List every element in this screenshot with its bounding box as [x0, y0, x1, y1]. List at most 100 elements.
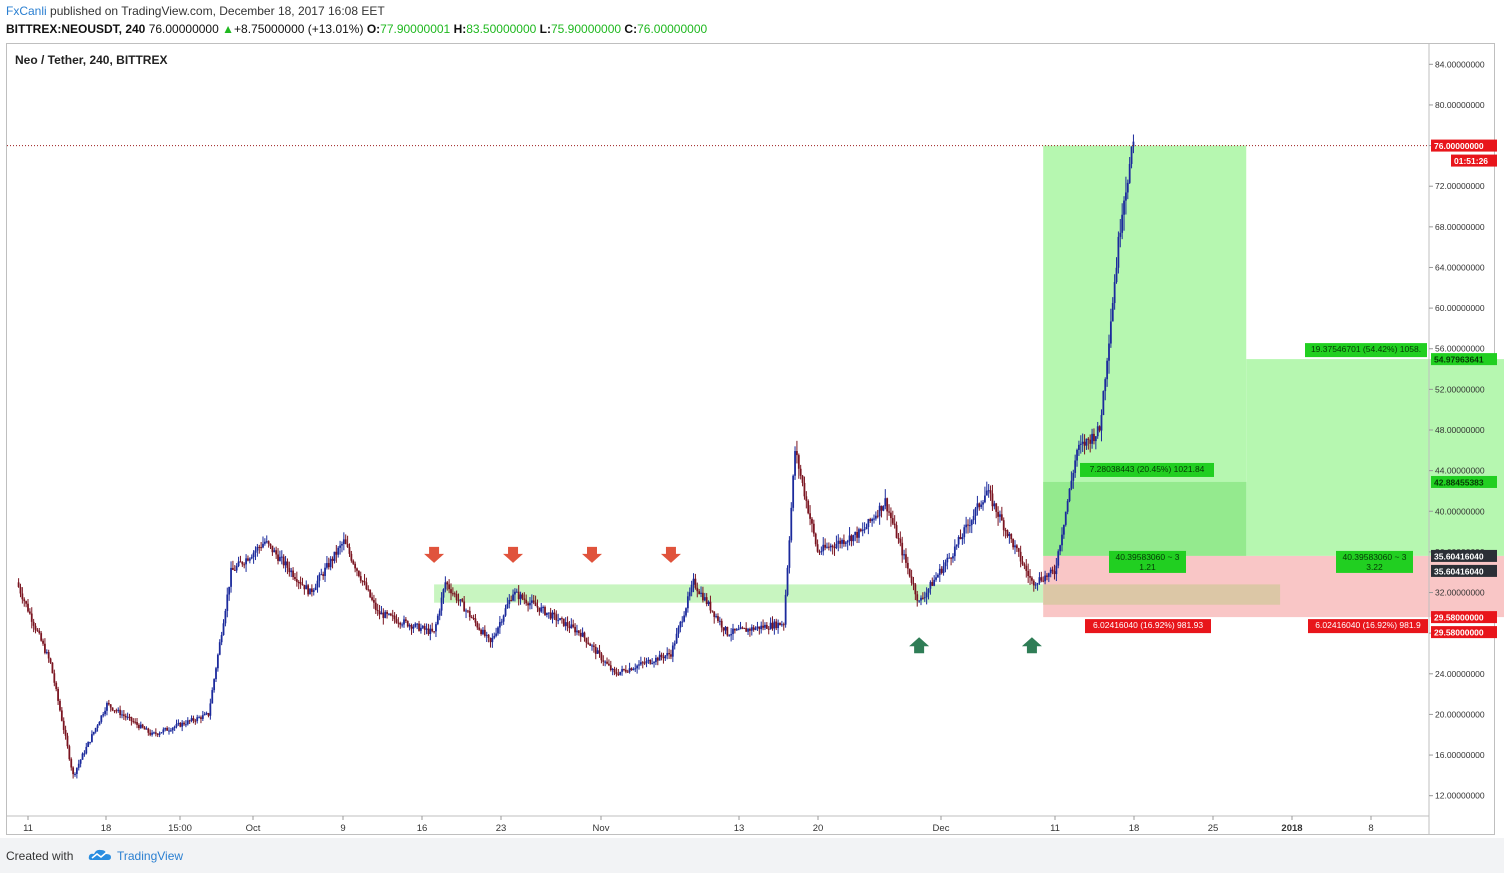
candle-body: [632, 668, 635, 671]
entry-label-2-text: 40.39583060 ~ 3: [1342, 552, 1406, 562]
candle-body: [384, 611, 387, 618]
candle: [410, 623, 413, 635]
price-badge-bg: [1431, 475, 1497, 488]
candle-body: [899, 538, 902, 543]
candle: [564, 617, 567, 631]
candle: [403, 615, 405, 628]
candle-body: [692, 578, 695, 585]
candle-body: [1040, 577, 1043, 581]
candle: [758, 626, 761, 635]
candle-body: [985, 490, 988, 496]
candle: [354, 561, 357, 573]
candle: [626, 669, 629, 673]
x-tick-label: 13: [734, 823, 745, 834]
candle: [923, 591, 926, 602]
x-tick-label: 23: [496, 823, 507, 834]
candle-body: [371, 597, 373, 600]
candle: [890, 507, 892, 527]
y-tick-label: 40.00000000: [1435, 506, 1485, 516]
candle: [483, 625, 486, 638]
candle-body: [970, 520, 973, 526]
candle-body: [318, 574, 321, 581]
candle: [801, 474, 804, 487]
candle: [769, 617, 772, 630]
candle-body: [128, 716, 131, 718]
candle: [732, 623, 734, 640]
candle-body: [115, 710, 118, 712]
candle: [252, 550, 255, 564]
candle: [639, 656, 642, 666]
candle: [809, 505, 811, 526]
candle-body: [1036, 582, 1039, 585]
candle-body: [641, 662, 644, 664]
candle: [929, 580, 932, 595]
candle-body: [111, 707, 114, 711]
candle-body: [149, 732, 152, 735]
candle-body: [1057, 551, 1060, 566]
candle-body: [617, 673, 620, 675]
candle-body: [891, 518, 894, 524]
candle-body: [365, 582, 368, 590]
candle-body: [843, 539, 845, 544]
candle: [373, 594, 375, 609]
candle: [991, 484, 994, 511]
candle: [17, 578, 20, 588]
candle: [869, 517, 872, 523]
candle: [21, 587, 24, 604]
candle-body: [801, 475, 804, 483]
arrow-down-icon: [424, 546, 445, 563]
candle: [681, 616, 684, 628]
candle: [921, 592, 924, 600]
candle-body: [275, 550, 278, 555]
candle-body: [974, 508, 977, 516]
candle-body: [418, 623, 420, 631]
candle-body: [420, 627, 422, 631]
candle-body: [153, 732, 155, 734]
candle: [1046, 573, 1048, 581]
candle: [968, 517, 971, 533]
candle: [790, 502, 793, 543]
candle-body: [1109, 321, 1112, 344]
candle-body: [408, 625, 411, 627]
candle-body: [1029, 576, 1031, 578]
candle: [156, 733, 159, 738]
candle: [160, 732, 163, 734]
y-tick-label: 80.00000000: [1435, 100, 1485, 110]
candle: [514, 588, 516, 602]
candle: [40, 631, 43, 642]
candle-body: [339, 545, 341, 548]
stop-label-2-text: 6.02416040 (16.92%) 981.9: [1315, 620, 1421, 630]
candle-body: [465, 610, 467, 612]
candle: [77, 759, 80, 771]
tradingview-link[interactable]: TradingView: [117, 849, 184, 863]
candle: [589, 642, 592, 646]
price-chart[interactable]: 7.28038443 (20.45%) 1021.84 40.39583060 ~…: [0, 0, 1504, 836]
candle-body: [728, 635, 731, 637]
candle: [228, 586, 231, 601]
candle-body: [485, 634, 488, 636]
candle-body: [600, 653, 603, 661]
candle: [780, 620, 783, 627]
candle-body: [185, 724, 187, 726]
candle: [987, 484, 990, 498]
candle-body: [720, 620, 723, 628]
candle-body: [621, 669, 623, 672]
candle-body: [1044, 575, 1046, 582]
candle-body: [938, 568, 941, 575]
candle: [863, 522, 866, 534]
x-tick-label: 15:00: [168, 823, 192, 834]
candle: [651, 658, 654, 665]
candle-body: [282, 556, 285, 566]
candle: [444, 576, 447, 593]
entry-label-2-bg: [1336, 550, 1413, 573]
candle-body: [931, 582, 934, 586]
candle-body: [498, 622, 501, 628]
y-tick-label: 48.00000000: [1435, 425, 1485, 435]
candle-body: [942, 566, 945, 573]
candle-body: [760, 625, 763, 630]
candle: [367, 585, 370, 592]
candle: [465, 608, 467, 619]
candle-body: [679, 622, 682, 628]
candle: [1123, 196, 1125, 231]
author-link[interactable]: FxCanli: [6, 4, 47, 18]
